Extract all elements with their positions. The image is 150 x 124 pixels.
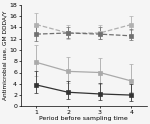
X-axis label: Period before sampling time: Period before sampling time — [39, 116, 128, 121]
Y-axis label: Antimicrobial use, GM DDDA/Y: Antimicrobial use, GM DDDA/Y — [3, 11, 8, 100]
